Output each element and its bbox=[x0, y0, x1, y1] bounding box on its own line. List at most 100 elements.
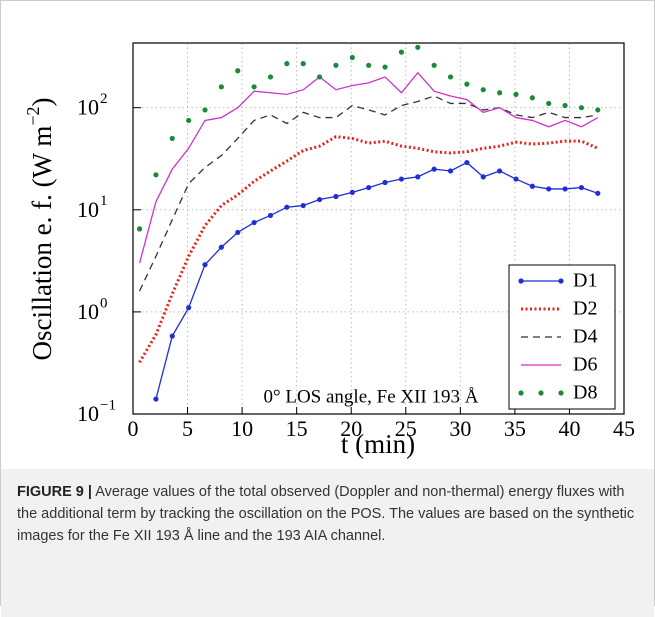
data-point bbox=[529, 95, 535, 101]
data-point bbox=[333, 62, 339, 68]
legend-label: D2 bbox=[573, 298, 597, 320]
data-point bbox=[186, 305, 192, 311]
data-point bbox=[169, 135, 175, 142]
data-point bbox=[300, 202, 306, 209]
data-point bbox=[202, 107, 208, 113]
data-point bbox=[562, 102, 568, 109]
series-line bbox=[138, 71, 599, 264]
data-point bbox=[529, 183, 535, 189]
y-tick-exponent: 0 bbox=[100, 295, 108, 311]
caption-text: Average values of the total observed (Do… bbox=[17, 484, 635, 544]
data-point bbox=[480, 174, 486, 180]
data-point bbox=[267, 74, 274, 80]
data-point bbox=[169, 333, 175, 339]
y-tick-exponent: 1 bbox=[100, 193, 108, 209]
data-point bbox=[366, 62, 372, 68]
x-tick-label: 10 bbox=[231, 416, 253, 441]
x-tick-label: 0 bbox=[128, 416, 139, 441]
data-point bbox=[382, 179, 388, 186]
data-point bbox=[218, 84, 224, 90]
series-line bbox=[138, 135, 599, 364]
data-point bbox=[546, 186, 552, 192]
legend-marker bbox=[518, 278, 524, 284]
data-point bbox=[497, 168, 503, 174]
data-point bbox=[153, 396, 159, 402]
data-point bbox=[415, 174, 421, 180]
data-point bbox=[595, 190, 601, 196]
y-label-end: ) bbox=[27, 97, 57, 106]
plot-area bbox=[136, 44, 601, 402]
x-tick-label: 30 bbox=[449, 416, 471, 441]
data-point bbox=[546, 100, 552, 107]
data-point bbox=[578, 105, 585, 111]
data-point bbox=[202, 262, 208, 268]
x-tick-label: 45 bbox=[613, 416, 635, 441]
legend-marker bbox=[518, 390, 524, 396]
data-point bbox=[316, 74, 323, 80]
data-point bbox=[578, 184, 585, 191]
x-axis-label: t (min) bbox=[341, 429, 415, 459]
data-point bbox=[333, 193, 339, 200]
data-point bbox=[431, 166, 437, 172]
data-point bbox=[464, 159, 470, 166]
data-point bbox=[349, 54, 355, 61]
x-tick-label: 5 bbox=[182, 416, 193, 441]
data-point bbox=[497, 90, 503, 96]
data-point bbox=[153, 172, 159, 178]
data-point bbox=[251, 84, 257, 90]
data-point bbox=[513, 176, 519, 182]
annotation: 0° LOS angle, Fe XII 193 Å bbox=[264, 386, 479, 407]
y-label-text: Oscillation e. f. (W m bbox=[27, 126, 57, 361]
data-point bbox=[136, 226, 143, 232]
data-point bbox=[480, 87, 486, 93]
legend: D1 D2 D4 D6 D8 bbox=[508, 264, 616, 410]
y-tick-label: 10 bbox=[77, 299, 99, 324]
x-tick-label: 25 bbox=[395, 416, 417, 441]
data-point bbox=[431, 62, 437, 68]
legend-label: D4 bbox=[573, 326, 597, 348]
data-point bbox=[284, 61, 290, 67]
y-axis-label: Oscillation e. f. (W m−2) bbox=[23, 97, 57, 360]
legend-marker bbox=[558, 390, 564, 396]
series-line bbox=[155, 161, 599, 400]
legend-label: D8 bbox=[573, 382, 597, 404]
legend-marker bbox=[538, 390, 544, 396]
data-point bbox=[464, 81, 470, 87]
data-point bbox=[235, 229, 241, 236]
caption: FIGURE 9 | Average values of the total o… bbox=[1, 469, 654, 617]
data-point bbox=[251, 219, 257, 226]
data-point bbox=[366, 184, 372, 191]
legend-label: D6 bbox=[573, 354, 597, 376]
data-point bbox=[316, 196, 323, 203]
plot-frame bbox=[132, 42, 625, 415]
y-tick-label: 10 bbox=[77, 197, 99, 222]
data-point bbox=[447, 168, 454, 174]
caption-label: FIGURE 9 | bbox=[17, 484, 92, 500]
y-tick-label: 10 bbox=[77, 95, 99, 120]
data-point bbox=[398, 176, 405, 182]
y-tick-exponent: −1 bbox=[100, 397, 116, 413]
data-point bbox=[300, 61, 306, 67]
legend-label: D1 bbox=[573, 270, 597, 292]
data-point bbox=[562, 186, 568, 192]
y-label-sup: −2 bbox=[23, 106, 43, 125]
data-point bbox=[398, 49, 405, 55]
y-tick-label: 10 bbox=[77, 401, 99, 426]
data-point bbox=[513, 91, 519, 97]
data-point bbox=[415, 44, 421, 50]
data-point bbox=[218, 244, 224, 250]
x-tick-label: 15 bbox=[286, 416, 308, 441]
y-tick-exponent: 2 bbox=[100, 91, 108, 107]
data-point bbox=[267, 212, 274, 219]
x-tick-label: 40 bbox=[558, 416, 580, 441]
legend-marker bbox=[558, 278, 564, 284]
series-line bbox=[138, 95, 598, 292]
data-point bbox=[349, 189, 355, 196]
x-tick-label: 20 bbox=[340, 416, 362, 441]
x-tick-label: 35 bbox=[504, 416, 526, 441]
data-point bbox=[284, 204, 290, 210]
data-point bbox=[186, 117, 192, 124]
